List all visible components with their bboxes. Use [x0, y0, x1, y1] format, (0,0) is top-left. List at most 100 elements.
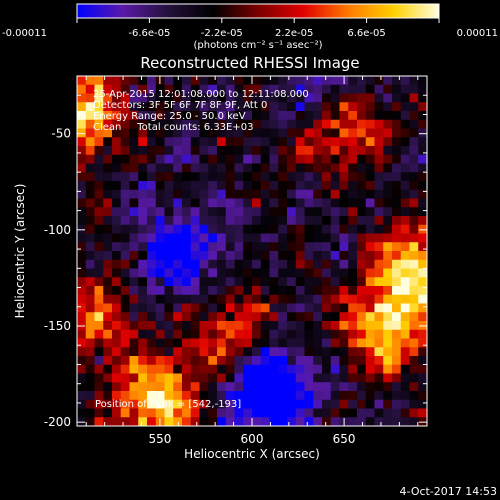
heatmap-cell [225, 172, 235, 182]
heatmap-cell [85, 329, 95, 339]
heatmap-cell [304, 364, 314, 374]
y-axis-label: Heliocentric Y (arcsec) [13, 184, 27, 319]
heatmap-cell [199, 312, 209, 322]
heatmap-cell [383, 146, 393, 156]
heatmap-cell [120, 391, 130, 401]
heatmap-cell [304, 224, 314, 234]
heatmap-cell [322, 111, 332, 121]
heatmap-cell [278, 417, 288, 427]
heatmap-cell [330, 163, 340, 173]
heatmap-cell [94, 347, 104, 357]
heatmap-cell [129, 329, 139, 339]
heatmap-cell [147, 364, 157, 374]
heatmap-cell [260, 286, 270, 296]
heatmap-cell [400, 137, 410, 147]
heatmap-cell [348, 172, 358, 182]
heatmap-cell [322, 417, 332, 427]
heatmap-cell [85, 321, 95, 331]
heatmap-cell [295, 391, 305, 401]
heatmap-cell [164, 286, 174, 296]
heatmap-cell [103, 338, 113, 348]
heatmap-cell [304, 163, 314, 173]
heatmap-cell [278, 163, 288, 173]
heatmap-cell [85, 181, 95, 191]
heatmap-cell [120, 93, 130, 103]
heatmap-cell [409, 286, 419, 296]
heatmap-cell [348, 329, 358, 339]
heatmap-cell [348, 294, 358, 304]
heatmap-cell [383, 373, 393, 383]
heatmap-cell [85, 84, 95, 94]
heatmap-cell [199, 154, 209, 164]
heatmap-cell [330, 294, 340, 304]
heatmap-cell [190, 154, 200, 164]
heatmap-cell [313, 216, 323, 226]
heatmap-cell [94, 111, 104, 121]
heatmap-cell [295, 356, 305, 366]
heatmap-cell [260, 198, 270, 208]
heatmap-cell [269, 312, 279, 322]
heatmap-cell [234, 189, 244, 199]
heatmap-cell [295, 242, 305, 252]
heatmap-cell [295, 373, 305, 383]
heatmap-cell [199, 207, 209, 217]
heatmap-cell [147, 137, 157, 147]
heatmap-cell [217, 417, 227, 427]
heatmap-cell [383, 207, 393, 217]
heatmap-cell [217, 373, 227, 383]
heatmap-cell [295, 277, 305, 287]
heatmap-cell [278, 277, 288, 287]
heatmap-cell [322, 399, 332, 409]
heatmap-cell [339, 268, 349, 278]
heatmap-cell [295, 198, 305, 208]
heatmap-cell [392, 277, 402, 287]
heatmap-cell [182, 207, 192, 217]
heatmap-cell [217, 391, 227, 401]
heatmap-cell [409, 198, 419, 208]
heatmap-cell [409, 242, 419, 252]
heatmap-cell [120, 242, 130, 252]
heatmap-cell [392, 399, 402, 409]
heatmap-cell [409, 137, 419, 147]
heatmap-cell [208, 181, 218, 191]
annotation-time-range: 25-Apr-2015 12:01:08.000 to 12:11:08.000 [93, 89, 309, 100]
heatmap-cell [85, 364, 95, 374]
heatmap-cell [173, 163, 183, 173]
heatmap-cell [112, 338, 122, 348]
heatmap-cell [138, 233, 148, 243]
heatmap-cell [190, 224, 200, 234]
heatmap-cell [278, 111, 288, 121]
heatmap-cell [112, 277, 122, 287]
heatmap-cell [260, 329, 270, 339]
heatmap-cell [357, 364, 367, 374]
heatmap-cell [138, 294, 148, 304]
heatmap-cell [225, 347, 235, 357]
heatmap-cell [155, 154, 165, 164]
heatmap-cell [252, 373, 262, 383]
heatmap-cell [94, 329, 104, 339]
heatmap-cell [278, 198, 288, 208]
heatmap-cell [383, 338, 393, 348]
heatmap-cell [155, 312, 165, 322]
heatmap-cell [409, 154, 419, 164]
heatmap-cell [103, 172, 113, 182]
heatmap-cell [217, 303, 227, 313]
heatmap-cell [190, 233, 200, 243]
heatmap-cell [129, 233, 139, 243]
heatmap-cell [252, 76, 262, 86]
heatmap-cell [260, 84, 270, 94]
heatmap-cell [190, 294, 200, 304]
heatmap-cell [252, 259, 262, 269]
heatmap-cell [77, 294, 87, 304]
heatmap-cell [418, 338, 428, 348]
heatmap-cell [400, 111, 410, 121]
heatmap-cell [252, 321, 262, 331]
heatmap-cell [409, 408, 419, 418]
heatmap-cell [374, 207, 384, 217]
heatmap-cell [374, 216, 384, 226]
heatmap-cell [112, 207, 122, 217]
heatmap-cell [348, 408, 358, 418]
heatmap-cell [190, 84, 200, 94]
heatmap-cell [392, 163, 402, 173]
heatmap-cell [418, 163, 428, 173]
